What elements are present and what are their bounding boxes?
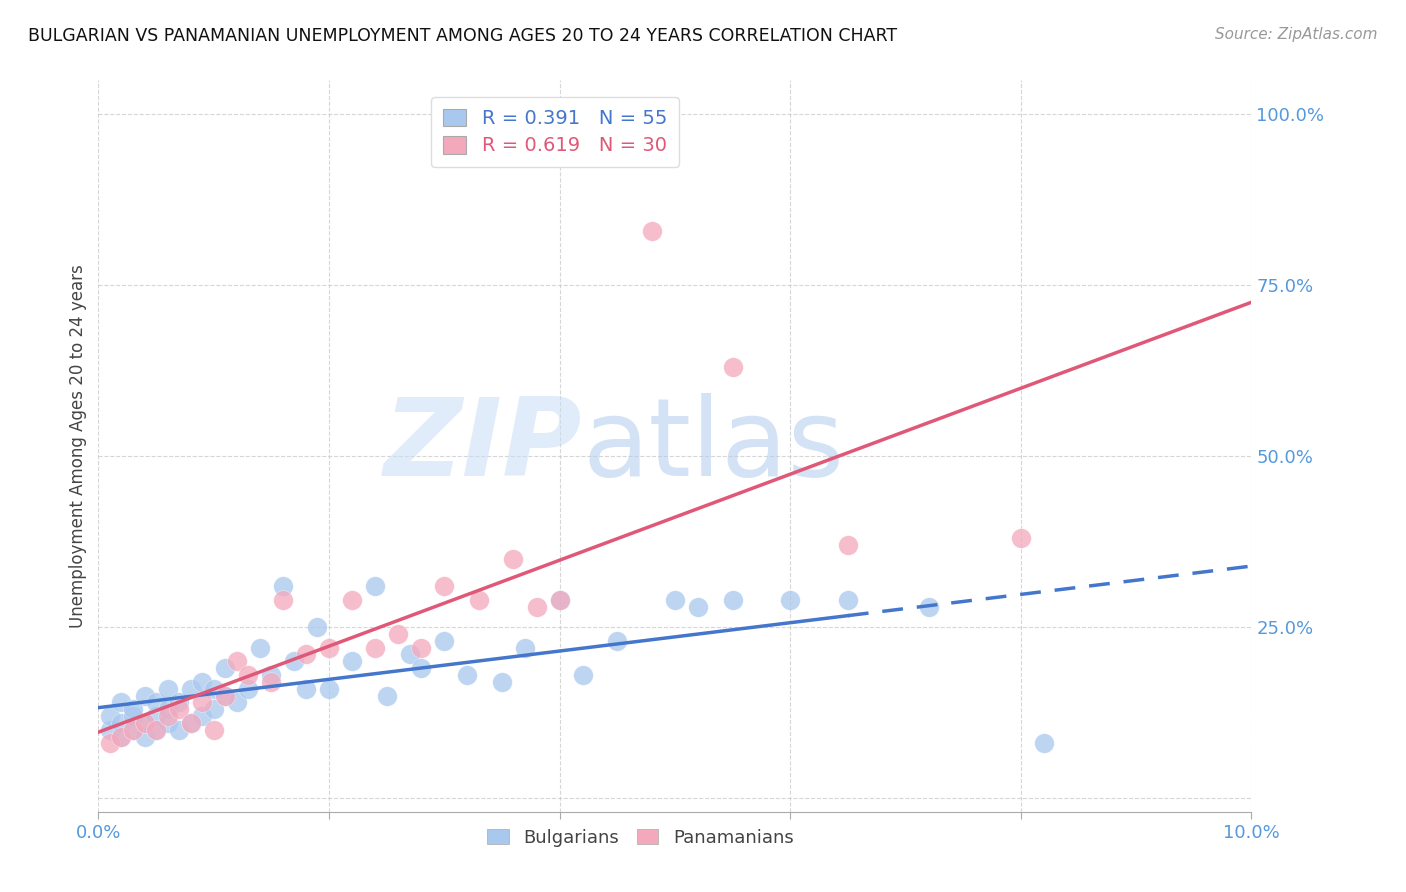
Y-axis label: Unemployment Among Ages 20 to 24 years: Unemployment Among Ages 20 to 24 years xyxy=(69,264,87,628)
Text: BULGARIAN VS PANAMANIAN UNEMPLOYMENT AMONG AGES 20 TO 24 YEARS CORRELATION CHART: BULGARIAN VS PANAMANIAN UNEMPLOYMENT AMO… xyxy=(28,27,897,45)
Bulgarians xyxy=(721,592,744,607)
Bulgarians xyxy=(917,599,939,614)
Panamanians xyxy=(214,689,236,703)
Bulgarians xyxy=(1032,736,1054,750)
Bulgarians xyxy=(110,715,132,730)
Panamanians xyxy=(548,592,571,607)
Panamanians xyxy=(134,715,156,730)
Panamanians xyxy=(260,674,283,689)
Bulgarians xyxy=(191,674,214,689)
Bulgarians xyxy=(110,730,132,744)
Bulgarians xyxy=(134,689,156,703)
Bulgarians xyxy=(433,633,456,648)
Panamanians xyxy=(167,702,190,716)
Bulgarians xyxy=(307,620,329,634)
Bulgarians xyxy=(606,633,628,648)
Panamanians xyxy=(364,640,387,655)
Panamanians xyxy=(145,723,167,737)
Panamanians xyxy=(837,538,859,552)
Panamanians xyxy=(225,654,247,668)
Bulgarians xyxy=(225,695,247,709)
Panamanians xyxy=(468,592,491,607)
Bulgarians xyxy=(398,648,420,662)
Bulgarians xyxy=(98,723,121,737)
Bulgarians xyxy=(686,599,709,614)
Panamanians xyxy=(110,730,132,744)
Bulgarians xyxy=(837,592,859,607)
Panamanians xyxy=(98,736,121,750)
Panamanians xyxy=(641,224,664,238)
Bulgarians xyxy=(548,592,571,607)
Bulgarians xyxy=(180,715,202,730)
Bulgarians xyxy=(122,702,145,716)
Bulgarians xyxy=(156,702,179,716)
Bulgarians xyxy=(98,709,121,723)
Panamanians xyxy=(318,640,340,655)
Bulgarians xyxy=(110,695,132,709)
Bulgarians xyxy=(260,668,283,682)
Bulgarians xyxy=(156,715,179,730)
Bulgarians xyxy=(779,592,801,607)
Bulgarians xyxy=(664,592,686,607)
Panamanians xyxy=(502,551,524,566)
Bulgarians xyxy=(271,579,294,593)
Text: atlas: atlas xyxy=(582,393,845,499)
Panamanians xyxy=(202,723,225,737)
Panamanians xyxy=(122,723,145,737)
Text: Source: ZipAtlas.com: Source: ZipAtlas.com xyxy=(1215,27,1378,42)
Panamanians xyxy=(433,579,456,593)
Bulgarians xyxy=(214,661,236,675)
Bulgarians xyxy=(295,681,318,696)
Bulgarians xyxy=(513,640,536,655)
Panamanians xyxy=(721,360,744,375)
Bulgarians xyxy=(134,730,156,744)
Bulgarians xyxy=(375,689,398,703)
Bulgarians xyxy=(283,654,305,668)
Bulgarians xyxy=(167,723,190,737)
Bulgarians xyxy=(191,709,214,723)
Bulgarians xyxy=(180,681,202,696)
Bulgarians xyxy=(122,709,145,723)
Bulgarians xyxy=(340,654,363,668)
Bulgarians xyxy=(571,668,593,682)
Panamanians xyxy=(238,668,260,682)
Panamanians xyxy=(340,592,363,607)
Bulgarians xyxy=(318,681,340,696)
Legend: Bulgarians, Panamanians: Bulgarians, Panamanians xyxy=(479,822,801,854)
Panamanians xyxy=(295,648,318,662)
Text: ZIP: ZIP xyxy=(384,393,582,499)
Bulgarians xyxy=(145,695,167,709)
Bulgarians xyxy=(145,723,167,737)
Panamanians xyxy=(271,592,294,607)
Bulgarians xyxy=(202,681,225,696)
Bulgarians xyxy=(214,689,236,703)
Panamanians xyxy=(180,715,202,730)
Bulgarians xyxy=(238,681,260,696)
Bulgarians xyxy=(249,640,271,655)
Panamanians xyxy=(191,695,214,709)
Bulgarians xyxy=(202,702,225,716)
Bulgarians xyxy=(364,579,387,593)
Bulgarians xyxy=(411,661,433,675)
Bulgarians xyxy=(491,674,513,689)
Panamanians xyxy=(156,709,179,723)
Bulgarians xyxy=(122,723,145,737)
Bulgarians xyxy=(145,709,167,723)
Panamanians xyxy=(411,640,433,655)
Panamanians xyxy=(1010,531,1032,545)
Bulgarians xyxy=(156,681,179,696)
Panamanians xyxy=(387,627,409,641)
Panamanians xyxy=(526,599,548,614)
Bulgarians xyxy=(134,715,156,730)
Bulgarians xyxy=(456,668,478,682)
Bulgarians xyxy=(167,695,190,709)
